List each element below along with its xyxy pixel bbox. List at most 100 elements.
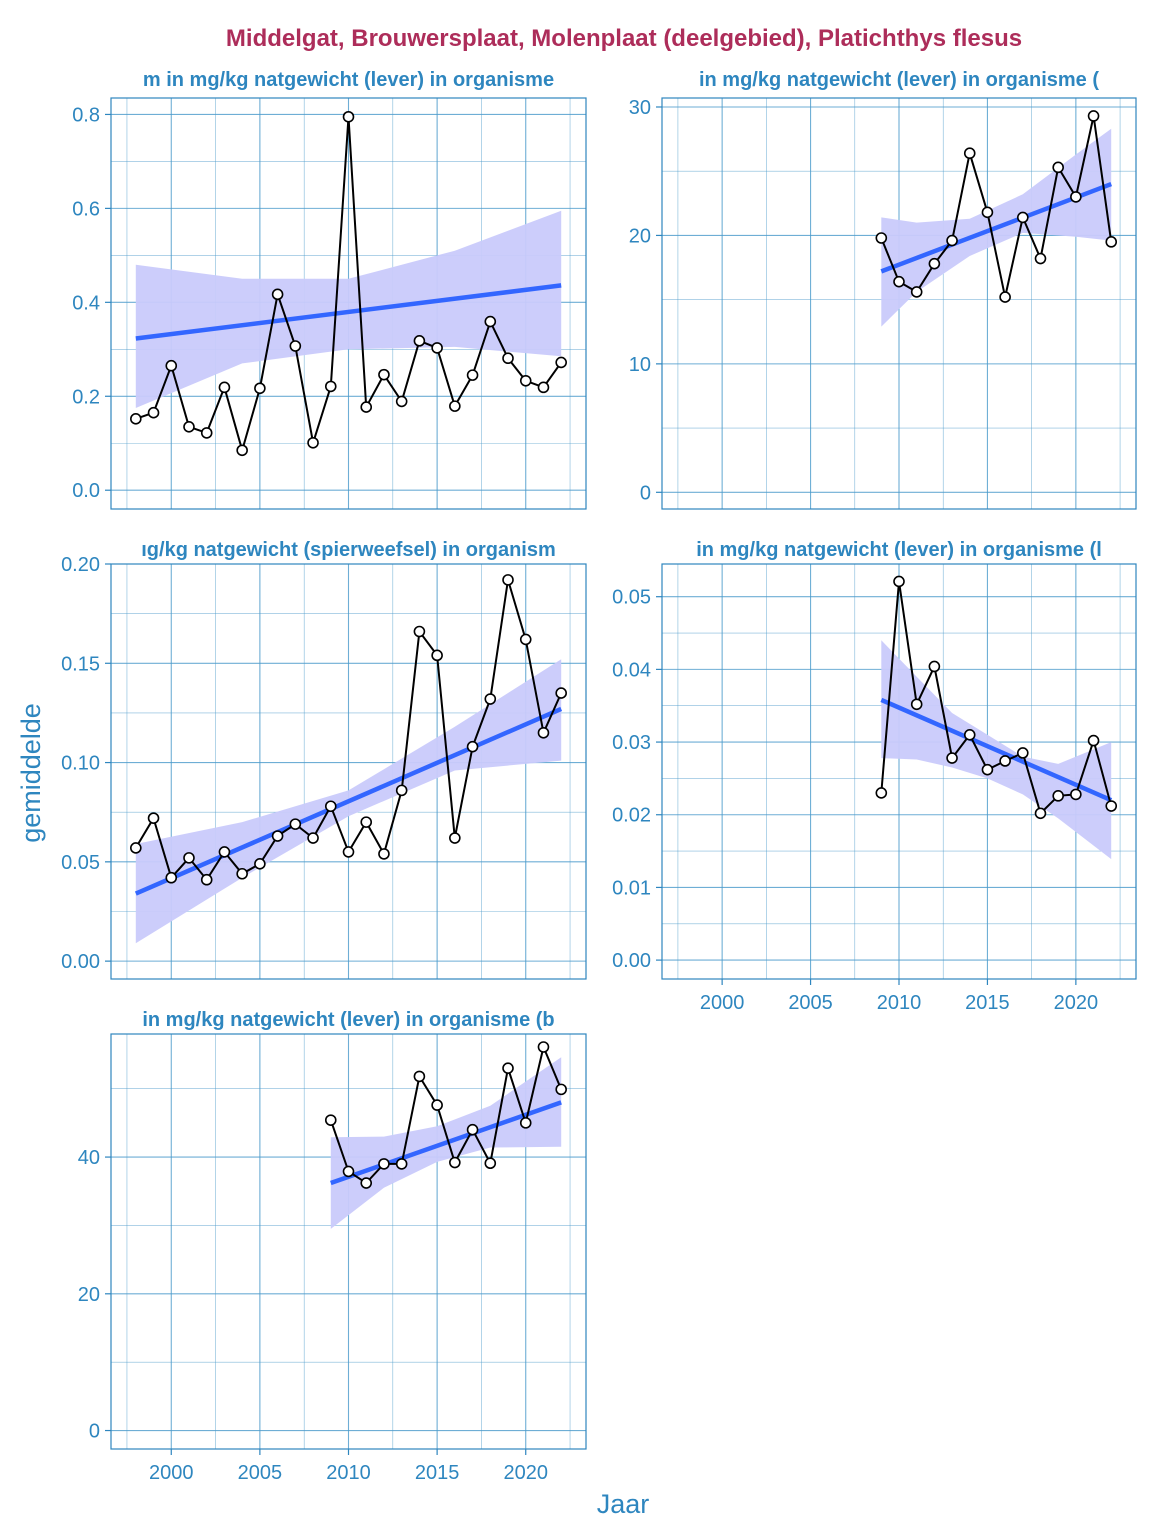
data-point — [484, 693, 497, 705]
data-point — [981, 763, 994, 776]
data-point — [200, 427, 213, 439]
y-tick-label: 0 — [89, 1421, 100, 1443]
data-point — [946, 752, 958, 764]
y-tick-label: 0.8 — [72, 104, 100, 126]
y-tick-label: 0.00 — [61, 951, 100, 973]
data-point — [928, 257, 941, 270]
panel-4: in mg/kg natgewicht (lever) in organisme… — [612, 539, 1137, 1014]
x-tick-label: 2000 — [700, 992, 745, 1014]
data-point — [555, 687, 567, 699]
data-point — [431, 1099, 443, 1111]
data-point — [893, 275, 905, 288]
data-point — [165, 359, 178, 372]
y-tick-label: 0.20 — [61, 554, 100, 576]
y-tick-label: 10 — [629, 354, 651, 376]
data-point — [378, 368, 390, 381]
data-point — [502, 352, 514, 365]
y-tick-label: 0.01 — [612, 877, 651, 899]
data-point — [1052, 161, 1064, 174]
data-point — [147, 406, 160, 419]
trend-line — [134, 706, 563, 896]
y-tick-label: 40 — [78, 1147, 100, 1169]
main-title: Middelgat, Brouwersplaat, Molenplaat (de… — [226, 25, 1022, 52]
data-point — [999, 755, 1011, 767]
data-point — [910, 286, 923, 298]
data-point — [466, 1123, 479, 1136]
x-axis-title: Jaar — [597, 1489, 650, 1519]
data-point — [413, 335, 426, 347]
data-point — [1105, 236, 1118, 248]
data-point — [130, 413, 142, 425]
y-tick-label: 20 — [629, 225, 651, 247]
x-tick-label: 2020 — [503, 1462, 548, 1484]
data-point — [254, 858, 266, 870]
y-tick-label: 0.6 — [72, 198, 100, 220]
data-point — [360, 1177, 373, 1189]
panel-title: in mg/kg natgewicht (lever) in organisme… — [696, 539, 1102, 561]
y-tick-label: 0.05 — [612, 587, 651, 609]
data-point — [946, 234, 958, 247]
data-point — [1017, 211, 1029, 224]
data-point — [342, 846, 355, 858]
data-point — [963, 147, 976, 160]
data-point — [200, 873, 213, 886]
data-point — [342, 1165, 355, 1178]
data-point — [431, 342, 443, 354]
data-point — [324, 1114, 337, 1126]
data-point — [963, 728, 976, 741]
data-point — [324, 380, 337, 393]
data-point — [519, 374, 532, 387]
data-point — [449, 400, 461, 412]
data-point — [395, 1158, 408, 1170]
panel-title: in mg/kg natgewicht (lever) in organisme… — [699, 69, 1099, 91]
trend-line — [880, 697, 1113, 803]
data-point — [466, 740, 479, 753]
x-tick-label: 2010 — [326, 1462, 371, 1484]
data-point — [1070, 788, 1082, 801]
grid — [111, 1034, 586, 1449]
data-point — [431, 649, 443, 662]
data-point — [218, 381, 231, 394]
x-tick-label: 2010 — [877, 992, 922, 1014]
panel-title: in mg/kg natgewicht (lever) in organisme… — [142, 1009, 554, 1031]
data-point — [519, 1117, 532, 1129]
x-tick-label: 2005 — [238, 1462, 283, 1484]
data-point — [165, 871, 178, 884]
panel-border — [110, 563, 587, 980]
panel-title: m in mg/kg natgewicht (lever) in organis… — [143, 69, 554, 91]
x-tick-label: 2015 — [965, 992, 1010, 1014]
y-tick-label: 0.15 — [61, 653, 100, 675]
panel-2: in mg/kg natgewicht (lever) in organisme… — [629, 69, 1137, 510]
data-point — [519, 633, 532, 646]
data-point — [537, 1041, 550, 1053]
data-point — [875, 232, 888, 244]
data-point — [449, 1156, 461, 1169]
data-point — [342, 110, 355, 123]
data-point — [360, 401, 373, 413]
data-point — [307, 832, 319, 844]
data-point — [1105, 800, 1118, 812]
panel-5: in mg/kg natgewicht (lever) in organisme… — [78, 1009, 587, 1484]
data-point — [555, 1083, 567, 1096]
data-point — [999, 291, 1011, 303]
data-point — [910, 698, 923, 711]
y-tick-label: 0.10 — [61, 753, 100, 775]
x-tick-label: 2000 — [149, 1462, 194, 1484]
data-point — [1087, 734, 1100, 747]
y-tick-label: 0.02 — [612, 805, 651, 827]
data-point — [1070, 191, 1082, 203]
y-tick-label: 30 — [629, 97, 651, 119]
data-point — [413, 1070, 426, 1083]
data-point — [183, 852, 195, 864]
data-point — [413, 625, 426, 638]
data-point — [449, 832, 461, 844]
data-point — [484, 1157, 497, 1170]
data-point — [378, 1158, 390, 1170]
x-tick-label: 2005 — [788, 992, 833, 1014]
data-point — [395, 395, 408, 408]
data-point — [289, 818, 302, 830]
data-point — [360, 816, 373, 828]
data-point — [502, 1062, 514, 1074]
data-point — [324, 800, 337, 813]
data-point — [928, 660, 941, 673]
